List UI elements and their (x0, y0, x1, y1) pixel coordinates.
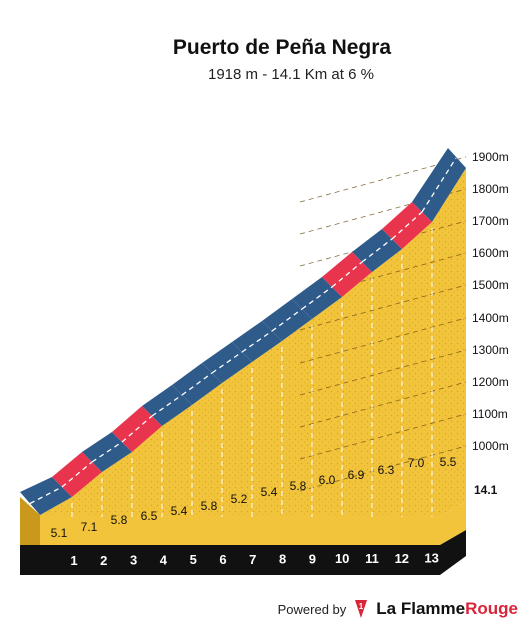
road-segment (20, 477, 72, 515)
road-centerline (421, 157, 457, 213)
flame-logo-icon: 1 (355, 600, 368, 618)
elevation-gridline (299, 156, 467, 203)
road-centerline (361, 238, 393, 263)
road-centerline (301, 286, 333, 310)
gradient-label: 7.1 (81, 520, 98, 534)
elevation-gridline (299, 413, 467, 460)
km-label: 2 (100, 553, 107, 568)
road-centerline (91, 441, 123, 463)
elevation-profile-chart: 1000m 1100m 1200m 1300m 1400m 1500m 1600m 1700m… (20, 148, 509, 575)
km-label: 10 (335, 551, 349, 566)
road-centerline (29, 486, 63, 505)
y-tick-label: 1800m (472, 182, 509, 196)
chart-title: Puerto de Peña Negra (172, 36, 392, 59)
road-centerline (391, 211, 423, 240)
gradient-label: 6.5 (141, 509, 158, 523)
km-label: 5 (190, 552, 197, 567)
gradient-label: 6.3 (378, 463, 395, 477)
elevation-gridline (299, 284, 467, 331)
y-tick-label: 1600m (472, 246, 509, 260)
road-centerline (331, 261, 363, 288)
elevation-gridline (299, 317, 467, 364)
gradient-label: 5.5 (440, 455, 457, 469)
road-centerline (181, 372, 213, 396)
svg-text:1: 1 (359, 602, 364, 611)
y-tick-label: 1500m (472, 278, 509, 292)
km-label: 6 (219, 552, 226, 567)
gradient-label: 6.0 (319, 473, 336, 487)
elevation-gridline (299, 381, 467, 428)
end-distance-label: 14.1 (474, 483, 498, 497)
km-axis-band (20, 530, 466, 575)
gradient-label: 5.2 (231, 492, 248, 506)
elevation-gridline (299, 188, 467, 235)
gradient-label: 5.8 (111, 513, 128, 527)
y-tick-label: 1200m (472, 375, 509, 389)
y-tick-label: 1900m (472, 150, 509, 164)
road-centerline (151, 394, 183, 417)
elevation-gridline (299, 445, 467, 492)
km-label: 12 (395, 551, 409, 566)
profile-base-fill (40, 502, 466, 545)
y-tick-label: 1000m (472, 439, 509, 453)
km-label: 1 (70, 553, 77, 568)
y-tick-label: 1700m (472, 214, 509, 228)
gradient-label: 6.9 (348, 468, 365, 482)
brand-prefix: La Flamme (376, 599, 466, 618)
profile-side-face (20, 497, 40, 545)
y-tick-label: 1300m (472, 343, 509, 357)
km-label: 11 (365, 551, 379, 566)
km-label: 7 (249, 552, 256, 567)
brand-logo: La FlammeRouge (376, 599, 518, 619)
km-label: 9 (309, 551, 316, 566)
road-centerline (241, 330, 273, 353)
gradient-label: 5.4 (261, 485, 278, 499)
road-centerline (121, 415, 153, 443)
road-centerline (211, 351, 243, 374)
gradient-label: 5.8 (290, 479, 307, 493)
y-tick-label: 1100m (472, 407, 508, 421)
road-centerline (271, 308, 303, 332)
km-label: 13 (424, 551, 438, 566)
gradient-label: 5.1 (51, 526, 68, 540)
km-label: 3 (130, 553, 137, 568)
powered-by-text: Powered by (277, 601, 347, 617)
km-label: 8 (279, 552, 286, 567)
brand-suffix: Rouge (465, 599, 518, 618)
gradient-label: 7.0 (408, 456, 425, 470)
gradient-label: 5.8 (201, 499, 218, 513)
gradient-label: 5.4 (171, 504, 188, 518)
footer: Powered by 1 La FlammeRouge (278, 597, 518, 621)
profile-fill (40, 168, 466, 545)
chart-subtitle: 1918 m - 14.1 Km at 6 % (208, 66, 374, 83)
km-label: 4 (160, 552, 168, 567)
road-centerline (61, 461, 93, 488)
y-tick-label: 1400m (472, 311, 509, 325)
elevation-gridline (299, 349, 467, 396)
